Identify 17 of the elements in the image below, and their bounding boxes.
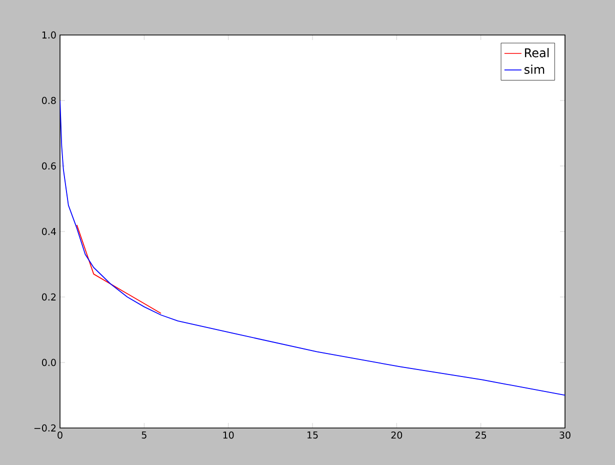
y-tick-label: 1.0: [42, 31, 56, 39]
x-tick-label: 15: [308, 432, 318, 439]
y-tick-label: 0.4: [42, 228, 56, 236]
y-tick-label: 0.6: [42, 162, 56, 170]
legend-label: Real: [525, 48, 549, 58]
x-tick-label: 10: [223, 432, 234, 439]
y-tick-label: −0.2: [34, 424, 56, 432]
y-tick-label: 0.8: [42, 96, 56, 104]
x-tick-label: 0: [58, 432, 62, 439]
x-tick-label: 30: [560, 432, 570, 439]
x-tick-label: 25: [476, 432, 486, 439]
y-tick-label: 0.0: [42, 358, 56, 366]
x-tick-label: 20: [391, 432, 402, 439]
line-series: [60, 100, 566, 396]
legend-label: sim: [524, 64, 544, 74]
y-tick-label: 0.2: [42, 293, 56, 301]
x-tick-label: 5: [142, 432, 146, 439]
